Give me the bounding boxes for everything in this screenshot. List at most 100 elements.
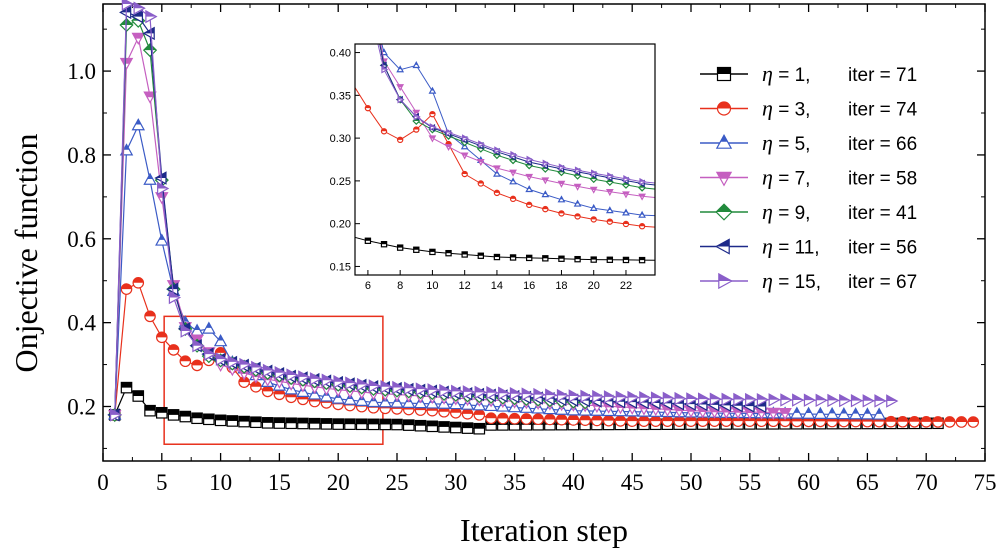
data-point-fill bbox=[132, 33, 144, 39]
inset-data-point-fill bbox=[494, 254, 500, 258]
legend-marker-fill bbox=[717, 102, 731, 109]
data-point-fill bbox=[841, 408, 847, 414]
data-point-fill bbox=[298, 371, 310, 377]
inset-data-point-fill bbox=[429, 249, 436, 252]
data-point-fill bbox=[533, 388, 545, 395]
legend-entry: η = 1, iter = 71 bbox=[700, 61, 917, 86]
data-point-fill bbox=[217, 335, 224, 341]
data-point-fill bbox=[568, 414, 579, 420]
inset-data-point-fill bbox=[446, 129, 452, 133]
inset-data-point-fill bbox=[510, 170, 516, 173]
data-point-fill bbox=[686, 393, 698, 399]
inset-data-point-fill bbox=[575, 167, 581, 171]
legend-iter-label: iter = 56 bbox=[848, 238, 917, 259]
data-point-fill bbox=[121, 382, 132, 388]
inset-data-point-fill bbox=[591, 257, 597, 260]
x-tick-label: 35 bbox=[503, 470, 526, 495]
data-point-fill bbox=[191, 335, 203, 341]
legend-eta-value: = 15, bbox=[773, 272, 821, 293]
inset-data-point-fill bbox=[461, 153, 468, 156]
data-point-fill bbox=[498, 387, 510, 394]
x-tick-label: 5 bbox=[156, 470, 168, 495]
x-tick-label: 20 bbox=[327, 470, 350, 495]
inset-series-line bbox=[380, 44, 655, 199]
inset-data-point-fill bbox=[477, 159, 484, 163]
legend-eta-symbol: η bbox=[762, 96, 773, 121]
data-point-fill bbox=[368, 419, 379, 425]
inset-x-tick-label: 22 bbox=[620, 280, 632, 292]
data-point-fill bbox=[191, 360, 203, 366]
data-point-fill bbox=[191, 413, 203, 419]
data-point-fill bbox=[145, 10, 157, 17]
inset-data-point-fill bbox=[445, 144, 452, 148]
data-point-fill bbox=[545, 389, 557, 396]
inset-data-point-fill bbox=[576, 200, 580, 204]
x-tick-label: 10 bbox=[209, 470, 232, 495]
data-point-fill bbox=[428, 384, 439, 390]
data-point-fill bbox=[757, 393, 768, 400]
inset-data-point-fill bbox=[397, 84, 404, 88]
legend-eta-value: = 1, bbox=[773, 65, 811, 86]
inset-data-point-fill bbox=[430, 124, 436, 127]
inset-series-2 bbox=[355, 86, 655, 230]
series-line-4 bbox=[114, 35, 786, 415]
x-tick-label: 30 bbox=[444, 470, 467, 495]
x-tick-label: 0 bbox=[97, 470, 109, 495]
inset-data-point-fill bbox=[462, 171, 468, 175]
data-point-fill bbox=[909, 416, 920, 422]
data-point-fill bbox=[133, 277, 144, 283]
data-point-fill bbox=[897, 416, 908, 422]
inset-data-point-fill bbox=[559, 164, 565, 168]
data-point-fill bbox=[344, 418, 356, 425]
inset-data-point-fill bbox=[638, 184, 646, 188]
data-point-fill bbox=[662, 415, 673, 422]
inset-data-point-fill bbox=[510, 254, 516, 258]
legend-marker-fill bbox=[720, 135, 728, 142]
inset-data-point-fill bbox=[639, 223, 645, 227]
data-point-fill bbox=[238, 416, 250, 422]
data-point-fill bbox=[321, 418, 332, 424]
inset-y-tick-label: 0.20 bbox=[330, 219, 351, 231]
data-point-fill bbox=[627, 415, 638, 422]
data-point-fill bbox=[110, 409, 121, 415]
data-point-fill bbox=[180, 411, 191, 417]
data-point-fill bbox=[168, 409, 179, 415]
inset-x-tick-label: 18 bbox=[555, 280, 567, 292]
data-point-fill bbox=[851, 394, 862, 401]
data-point-fill bbox=[876, 408, 883, 414]
inset-data-point-fill bbox=[590, 176, 597, 180]
inset-data-point-fill bbox=[413, 117, 420, 121]
data-point-fill bbox=[285, 418, 297, 424]
legend-marker-fill bbox=[717, 67, 731, 74]
legend-iter-label: iter = 66 bbox=[848, 134, 917, 155]
data-point-fill bbox=[121, 283, 132, 290]
inset-data-point-fill bbox=[527, 186, 531, 189]
inset-data-point-fill bbox=[558, 256, 565, 259]
legend-label: η = 15, bbox=[762, 268, 821, 293]
legend-entry: η = 3, iter = 74 bbox=[700, 96, 918, 121]
data-point-fill bbox=[215, 415, 226, 421]
y-tick-label: 0.4 bbox=[67, 311, 96, 336]
data-point-fill bbox=[829, 408, 835, 414]
data-point-fill bbox=[120, 6, 131, 13]
data-point-fill bbox=[463, 386, 474, 392]
data-point-fill bbox=[380, 419, 391, 425]
data-point-fill bbox=[403, 419, 414, 426]
inset-data-point-fill bbox=[607, 257, 613, 260]
inset-data-point-fill bbox=[623, 257, 629, 260]
inset-data-point-fill bbox=[543, 191, 547, 195]
inset-data-point-fill bbox=[430, 87, 434, 91]
data-point-fill bbox=[157, 182, 169, 189]
data-point-fill bbox=[203, 414, 215, 420]
inset-data-point-fill bbox=[574, 256, 581, 260]
inset-data-point-fill bbox=[382, 49, 386, 53]
data-point-fill bbox=[309, 418, 320, 424]
inset-data-point-fill bbox=[590, 187, 597, 190]
inset-data-point-fill bbox=[365, 105, 371, 109]
data-point-fill bbox=[345, 377, 357, 384]
data-point-fill bbox=[147, 173, 153, 180]
data-point-fill bbox=[864, 408, 871, 414]
data-point-fill bbox=[404, 382, 415, 389]
legend-iter-label: iter = 71 bbox=[848, 65, 917, 86]
legend-eta-symbol: η bbox=[762, 234, 773, 259]
